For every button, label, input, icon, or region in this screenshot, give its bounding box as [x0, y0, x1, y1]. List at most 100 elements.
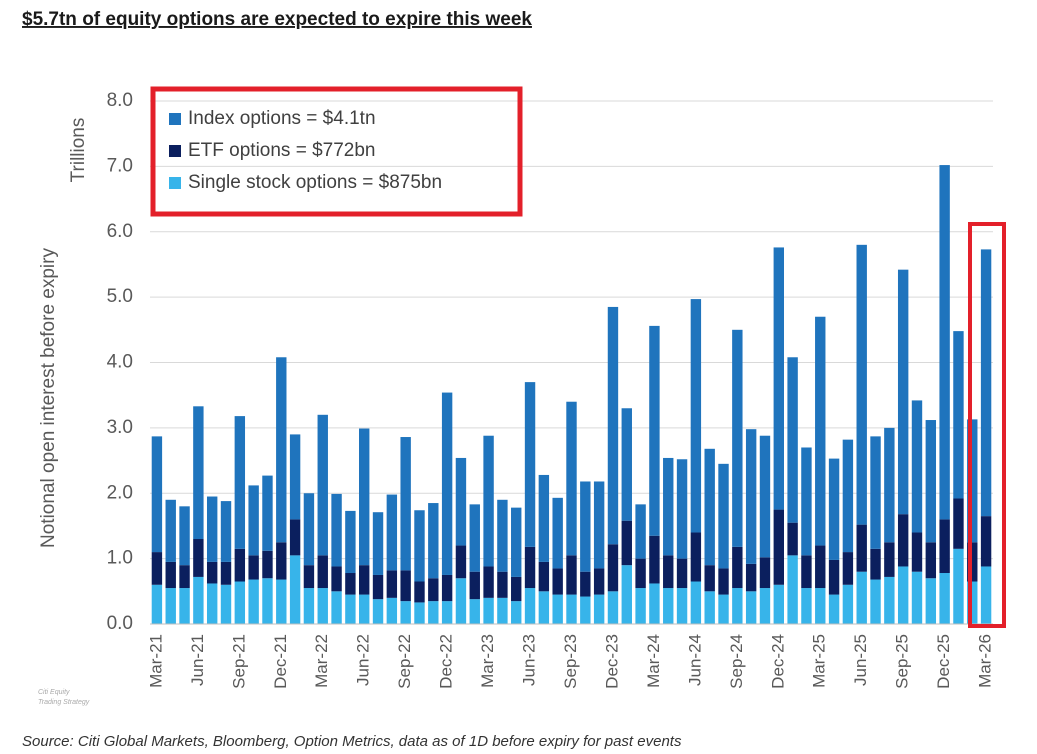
bar-segment — [745, 591, 757, 624]
bar-segment — [511, 601, 522, 624]
bar-segment — [524, 382, 536, 547]
bar-segment — [815, 545, 826, 589]
bar-segment — [359, 594, 370, 624]
bar-segment — [925, 420, 937, 543]
bar-segment — [151, 584, 163, 624]
bar-segment — [428, 503, 439, 579]
bar-segment — [801, 555, 812, 589]
bar-segment — [151, 436, 163, 553]
bar-segment — [828, 559, 840, 595]
bar-segment — [911, 571, 923, 624]
bar-segment — [690, 532, 702, 582]
bar-segment — [262, 475, 273, 551]
bar-segment — [566, 555, 577, 595]
bar-segment — [289, 555, 301, 624]
bar-segment — [967, 581, 978, 624]
bar-segment — [179, 565, 190, 589]
bar-segment — [745, 429, 757, 564]
bar-segment — [635, 558, 646, 589]
bar-segment — [317, 555, 328, 589]
bar-segment — [787, 522, 798, 556]
bar-segment — [345, 594, 356, 624]
bar-segment — [538, 591, 550, 624]
bar-segment — [234, 581, 246, 624]
bar-segment — [580, 596, 591, 624]
legend-label: ETF options = $772bn — [188, 140, 376, 161]
bar-segment — [234, 416, 246, 549]
bar-segment — [220, 561, 232, 585]
bar-segment — [524, 588, 536, 624]
bar-segment — [441, 574, 453, 602]
x-tick-label: Dec-24 — [768, 634, 787, 689]
bar-segment — [842, 439, 854, 553]
bar-segment — [386, 494, 398, 571]
bar-segment — [911, 400, 923, 533]
bar-segment — [179, 506, 190, 566]
x-tick-label: Jun-23 — [520, 634, 539, 686]
highlight-box — [150, 86, 523, 217]
bar-segment — [953, 331, 964, 499]
x-tick-label: Jun-21 — [188, 634, 207, 686]
x-tick-label: Dec-23 — [602, 634, 621, 689]
bar-segment — [815, 588, 826, 624]
bar-segment — [497, 597, 508, 624]
bar-segment — [925, 542, 937, 579]
legend: Index options = $4.1tn ETF options = $772… — [169, 108, 442, 193]
bar-segment — [621, 520, 632, 566]
bar-segment — [469, 599, 480, 624]
x-tick-label: Sep-25 — [893, 634, 912, 689]
bar-segment — [870, 579, 881, 624]
bar-segment — [400, 601, 411, 624]
bar-segment — [801, 588, 812, 624]
bar-segment — [953, 498, 964, 549]
x-tick-label: Jun-22 — [354, 634, 373, 686]
bar-segment — [663, 555, 674, 589]
bar-segment — [372, 599, 384, 624]
legend-label: Single stock options = $875bn — [188, 172, 442, 193]
bar-segment — [759, 435, 771, 558]
bar-segment — [718, 568, 729, 595]
legend-swatch — [169, 145, 181, 157]
bar-segment — [400, 437, 411, 571]
bar-segment — [220, 584, 232, 624]
bar-segment — [773, 584, 784, 624]
bar-segment — [690, 299, 702, 533]
bar-segment — [621, 408, 632, 521]
y-axis-label: Notional open interest before expiry — [38, 248, 59, 548]
legend-label: Index options = $4.1tn — [188, 108, 376, 129]
bar-segment — [621, 565, 632, 624]
bar-segment — [884, 427, 895, 543]
chart-title: $5.7tn of equity options are expected to… — [22, 9, 532, 30]
x-tick-label: Mar-21 — [146, 634, 165, 688]
bar-segment — [787, 555, 798, 624]
y-axis-unit: Trillions — [68, 118, 89, 183]
bar-segment — [580, 481, 591, 572]
bar-segment — [455, 578, 467, 624]
bar-segment — [345, 573, 356, 595]
bar-segment — [593, 568, 605, 595]
bar-segment — [248, 579, 259, 624]
bar-segment — [828, 594, 840, 624]
bar-segment — [538, 474, 550, 562]
bar-segment — [193, 539, 204, 577]
bar-segment — [718, 594, 729, 624]
bar-segment — [414, 581, 425, 603]
bar-segment — [925, 578, 937, 624]
bar-segment — [359, 428, 370, 566]
bar-segment — [745, 563, 757, 592]
bar-segment — [967, 542, 978, 582]
bar-segment — [428, 578, 439, 602]
watermark: Citi Equity — [38, 689, 70, 696]
bar-segment — [676, 588, 688, 624]
y-tick-label: 3.0 — [107, 417, 133, 438]
bar-segment — [690, 581, 702, 624]
bar-segment — [303, 588, 315, 624]
bar-segment — [483, 597, 494, 624]
bar-segment — [967, 419, 978, 543]
y-tick-label: 4.0 — [107, 352, 133, 373]
bar-segment — [552, 594, 563, 624]
bar-segment — [331, 591, 342, 624]
bar-segment — [856, 524, 867, 572]
bar-segment — [759, 588, 771, 624]
bar-segment — [206, 496, 218, 562]
